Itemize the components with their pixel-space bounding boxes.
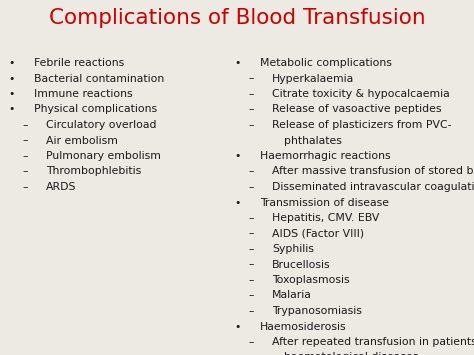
Text: •: •: [8, 73, 14, 83]
Text: Complications of Blood Transfusion: Complications of Blood Transfusion: [49, 8, 425, 28]
Text: Hepatitis, CMV. EBV: Hepatitis, CMV. EBV: [272, 213, 379, 223]
Text: –: –: [248, 290, 254, 300]
Text: –: –: [248, 120, 254, 130]
Text: Syphilis: Syphilis: [272, 244, 314, 254]
Text: Brucellosis: Brucellosis: [272, 260, 331, 269]
Text: •: •: [8, 89, 14, 99]
Text: Pulmonary embolism: Pulmonary embolism: [46, 151, 161, 161]
Text: –: –: [248, 104, 254, 115]
Text: –: –: [248, 244, 254, 254]
Text: •: •: [8, 104, 14, 115]
Text: –: –: [248, 229, 254, 239]
Text: –: –: [248, 275, 254, 285]
Text: –: –: [248, 260, 254, 269]
Text: Thrombophlebitis: Thrombophlebitis: [46, 166, 141, 176]
Text: •: •: [234, 58, 240, 68]
Text: Bacterial contamination: Bacterial contamination: [34, 73, 164, 83]
Text: After repeated transfusion in patients with: After repeated transfusion in patients w…: [272, 337, 474, 347]
Text: –: –: [22, 182, 27, 192]
Text: –: –: [22, 166, 27, 176]
Text: –: –: [248, 89, 254, 99]
Text: Air embolism: Air embolism: [46, 136, 118, 146]
Text: Release of plasticizers from PVC-: Release of plasticizers from PVC-: [272, 120, 452, 130]
Text: –: –: [22, 151, 27, 161]
Text: Immune reactions: Immune reactions: [34, 89, 133, 99]
Text: Haemosiderosis: Haemosiderosis: [260, 322, 346, 332]
Text: Malaria: Malaria: [272, 290, 312, 300]
Text: ARDS: ARDS: [46, 182, 76, 192]
Text: •: •: [234, 151, 240, 161]
Text: –: –: [248, 166, 254, 176]
Text: Physical complications: Physical complications: [34, 104, 157, 115]
Text: Hyperkalaemia: Hyperkalaemia: [272, 73, 354, 83]
Text: AIDS (Factor VIII): AIDS (Factor VIII): [272, 229, 364, 239]
Text: Transmission of disease: Transmission of disease: [260, 197, 389, 208]
Text: •: •: [234, 322, 240, 332]
Text: Disseminated intravascular coagulation: Disseminated intravascular coagulation: [272, 182, 474, 192]
Text: haematological diseases: haematological diseases: [284, 353, 419, 355]
Text: Metabolic complications: Metabolic complications: [260, 58, 392, 68]
Text: Toxoplasmosis: Toxoplasmosis: [272, 275, 350, 285]
Text: •: •: [8, 58, 14, 68]
Text: Trypanosomiasis: Trypanosomiasis: [272, 306, 362, 316]
Text: Haemorrhagic reactions: Haemorrhagic reactions: [260, 151, 391, 161]
Text: •: •: [234, 197, 240, 208]
Text: Circulatory overload: Circulatory overload: [46, 120, 156, 130]
Text: –: –: [22, 120, 27, 130]
Text: –: –: [248, 73, 254, 83]
Text: –: –: [248, 213, 254, 223]
Text: Febrile reactions: Febrile reactions: [34, 58, 124, 68]
Text: –: –: [248, 337, 254, 347]
Text: –: –: [22, 136, 27, 146]
Text: –: –: [248, 182, 254, 192]
Text: Citrate toxicity & hypocalcaemia: Citrate toxicity & hypocalcaemia: [272, 89, 450, 99]
Text: After massive transfusion of stored blood: After massive transfusion of stored bloo…: [272, 166, 474, 176]
Text: –: –: [248, 306, 254, 316]
Text: phthalates: phthalates: [284, 136, 342, 146]
Text: Release of vasoactive peptides: Release of vasoactive peptides: [272, 104, 441, 115]
